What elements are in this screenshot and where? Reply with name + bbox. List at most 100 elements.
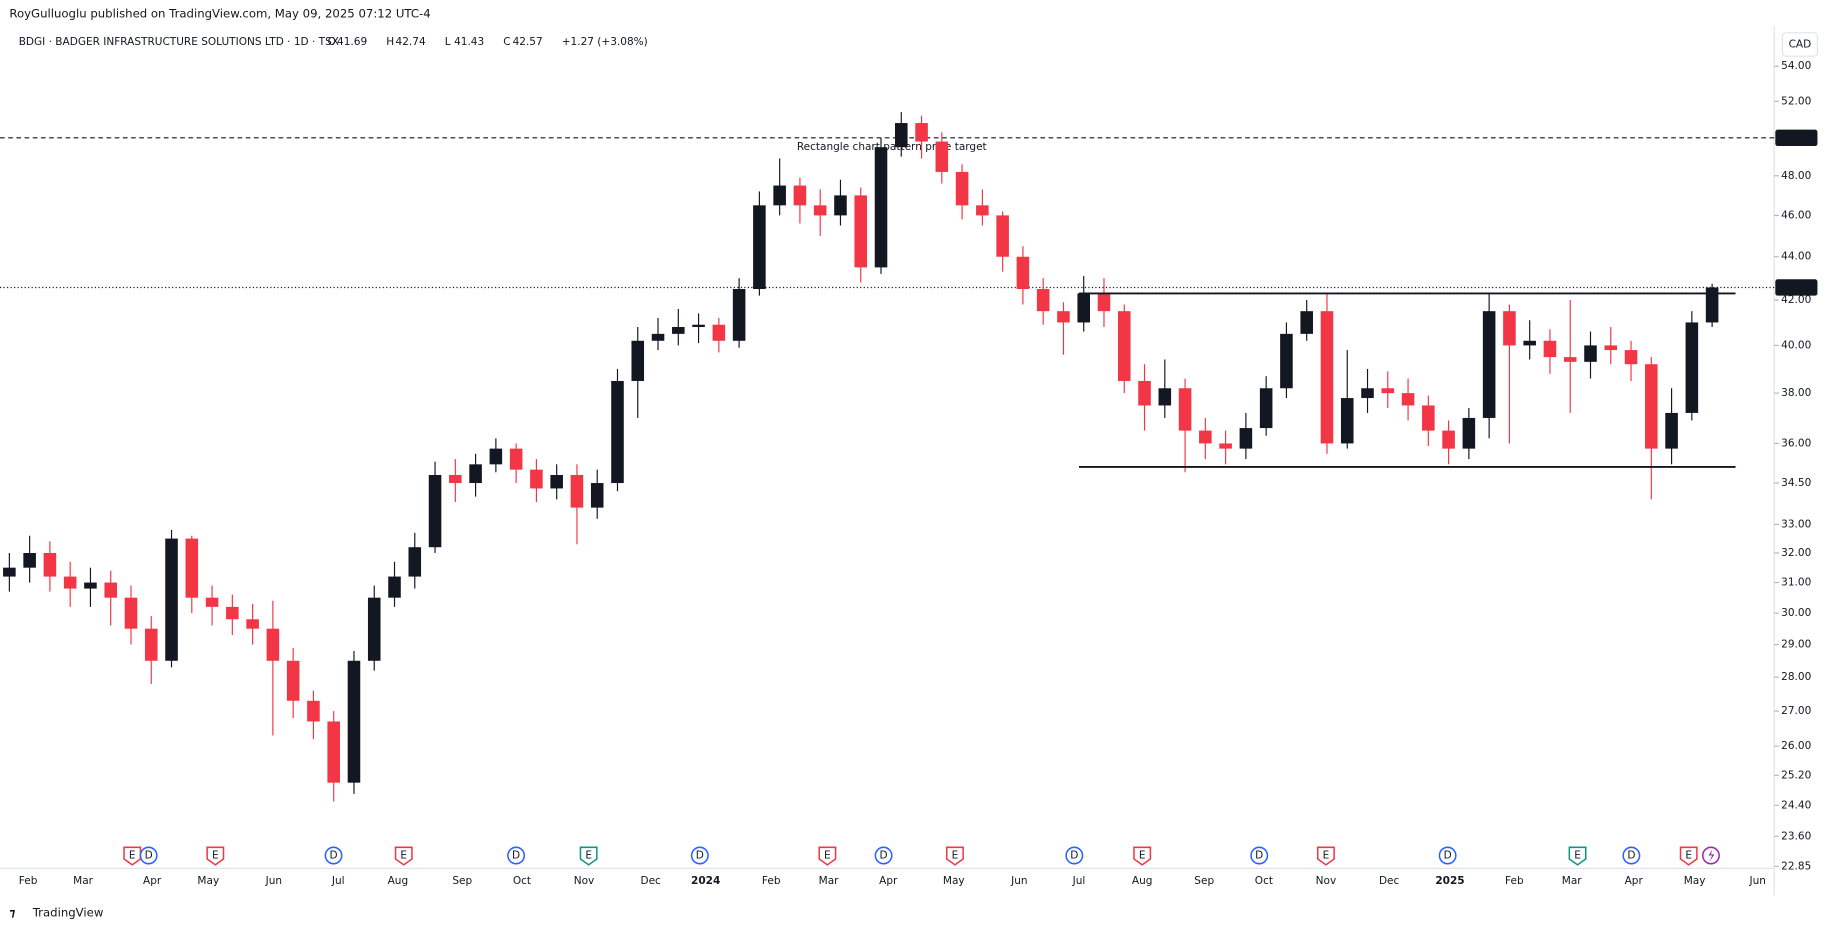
candle-body bbox=[1584, 345, 1597, 362]
candle-body bbox=[1178, 388, 1192, 431]
x-tick-label: May bbox=[943, 875, 965, 887]
price-label: 50.00 bbox=[1780, 132, 1813, 144]
earnings-badge bbox=[1679, 846, 1698, 866]
candle-body bbox=[854, 195, 868, 268]
earnings-badge bbox=[1316, 846, 1335, 866]
candle-body bbox=[1097, 293, 1111, 312]
candle-body bbox=[1482, 311, 1496, 418]
x-tick-label: Sep bbox=[1194, 875, 1214, 887]
y-tick-label: 40.00 bbox=[1781, 339, 1811, 351]
candle-body bbox=[23, 553, 36, 568]
candle-body bbox=[1239, 428, 1253, 449]
candle-body bbox=[1138, 380, 1151, 406]
candles bbox=[3, 112, 1719, 802]
earnings-badge bbox=[1133, 846, 1152, 866]
x-tick-label: Jun bbox=[1010, 875, 1027, 887]
earnings-badge bbox=[206, 846, 225, 866]
y-tick-label: 36.00 bbox=[1781, 437, 1811, 449]
x-tick-label: Oct bbox=[1255, 875, 1273, 887]
ohlc-value: 41.43 bbox=[454, 36, 484, 48]
candle-body bbox=[1219, 443, 1232, 449]
x-tick-label: Jun bbox=[265, 875, 282, 887]
candle-body bbox=[1462, 417, 1476, 449]
x-tick-label: Nov bbox=[574, 875, 595, 887]
candle-body bbox=[1422, 405, 1435, 431]
y-tick-label: 32.00 bbox=[1781, 547, 1811, 559]
candle-body bbox=[874, 147, 888, 268]
event-label: D bbox=[880, 849, 888, 861]
candle-body bbox=[1117, 311, 1131, 381]
event-label: E bbox=[1323, 849, 1330, 861]
candle-body bbox=[672, 326, 685, 334]
earnings-badge bbox=[123, 846, 142, 866]
ohlc-label: H bbox=[386, 36, 394, 48]
dividend-badge bbox=[1065, 846, 1084, 865]
candle-body bbox=[813, 205, 827, 216]
event-label: D bbox=[512, 849, 520, 861]
event-label: E bbox=[1685, 849, 1692, 861]
candle-body bbox=[550, 474, 563, 489]
y-tick-label: 23.60 bbox=[1781, 830, 1811, 842]
x-tick-label: Aug bbox=[388, 875, 409, 887]
candle-body bbox=[1705, 287, 1719, 323]
currency-box[interactable] bbox=[1781, 32, 1819, 57]
y-tick-label: 22.85 bbox=[1781, 860, 1811, 872]
candle-body bbox=[428, 474, 442, 548]
y-tick-label: 26.00 bbox=[1781, 740, 1811, 752]
candle-body bbox=[1280, 333, 1293, 389]
y-tick-label: 29.00 bbox=[1781, 639, 1811, 651]
price-label-box bbox=[1775, 129, 1818, 147]
y-tick-label: 48.00 bbox=[1781, 170, 1811, 182]
ohlc-label: O bbox=[328, 36, 336, 48]
y-tick-label: 27.00 bbox=[1781, 705, 1811, 717]
candle-body bbox=[408, 547, 422, 577]
candle-body bbox=[266, 628, 280, 661]
footer-brand: TradingView bbox=[32, 905, 104, 919]
candle-body bbox=[996, 215, 1009, 257]
candle-body bbox=[834, 195, 847, 216]
candle-body bbox=[732, 289, 746, 341]
candle-body bbox=[530, 469, 543, 489]
dividend-badge bbox=[1622, 846, 1641, 865]
price-label: 42.57 bbox=[1780, 281, 1813, 293]
candle-body bbox=[1077, 293, 1091, 323]
candle-body bbox=[1381, 388, 1395, 394]
y-tick-label: 31.00 bbox=[1781, 577, 1811, 589]
change: +1.27 (+3.08%) bbox=[562, 36, 648, 48]
y-tick-label: 54.00 bbox=[1781, 60, 1811, 72]
candle-body bbox=[1036, 289, 1050, 312]
y-tick-label: 38.00 bbox=[1781, 387, 1811, 399]
event-label: E bbox=[212, 849, 219, 861]
x-tick-label: May bbox=[197, 875, 219, 887]
x-tick-label: Jul bbox=[331, 875, 345, 887]
candle-body bbox=[1442, 430, 1455, 449]
candle-body bbox=[1401, 393, 1415, 406]
x-tick-label: 2025 bbox=[1435, 875, 1464, 887]
earnings-badge bbox=[394, 846, 413, 866]
x-tick-label: Feb bbox=[762, 875, 781, 887]
candle-body bbox=[1158, 388, 1172, 406]
x-tick-label: Mar bbox=[819, 875, 840, 887]
candle-body bbox=[3, 567, 16, 577]
earnings-badge bbox=[945, 846, 964, 866]
candle-body bbox=[1016, 256, 1030, 290]
candle-body bbox=[246, 619, 259, 629]
candle-body bbox=[1259, 388, 1273, 429]
candle-body bbox=[1543, 340, 1557, 358]
y-tick-label: 52.00 bbox=[1781, 95, 1811, 107]
x-tick-label: Apr bbox=[143, 875, 162, 887]
ohlc-value: 42.74 bbox=[396, 36, 426, 48]
publisher-line: RoyGulluoglu published on TradingView.co… bbox=[9, 7, 430, 21]
symbol-line: BDGI · BADGER INFRASTRUCTURE SOLUTIONS L… bbox=[19, 36, 339, 48]
earnings-badge bbox=[818, 846, 837, 866]
candle-body bbox=[1199, 430, 1212, 444]
dividend-badge bbox=[324, 846, 343, 865]
candle-body bbox=[469, 464, 482, 484]
candle-body bbox=[84, 582, 97, 589]
dividend-badge bbox=[139, 846, 158, 865]
candle-body bbox=[124, 597, 138, 629]
candle-body bbox=[712, 324, 726, 341]
candle-body bbox=[165, 538, 178, 661]
candle-body bbox=[1361, 388, 1374, 399]
